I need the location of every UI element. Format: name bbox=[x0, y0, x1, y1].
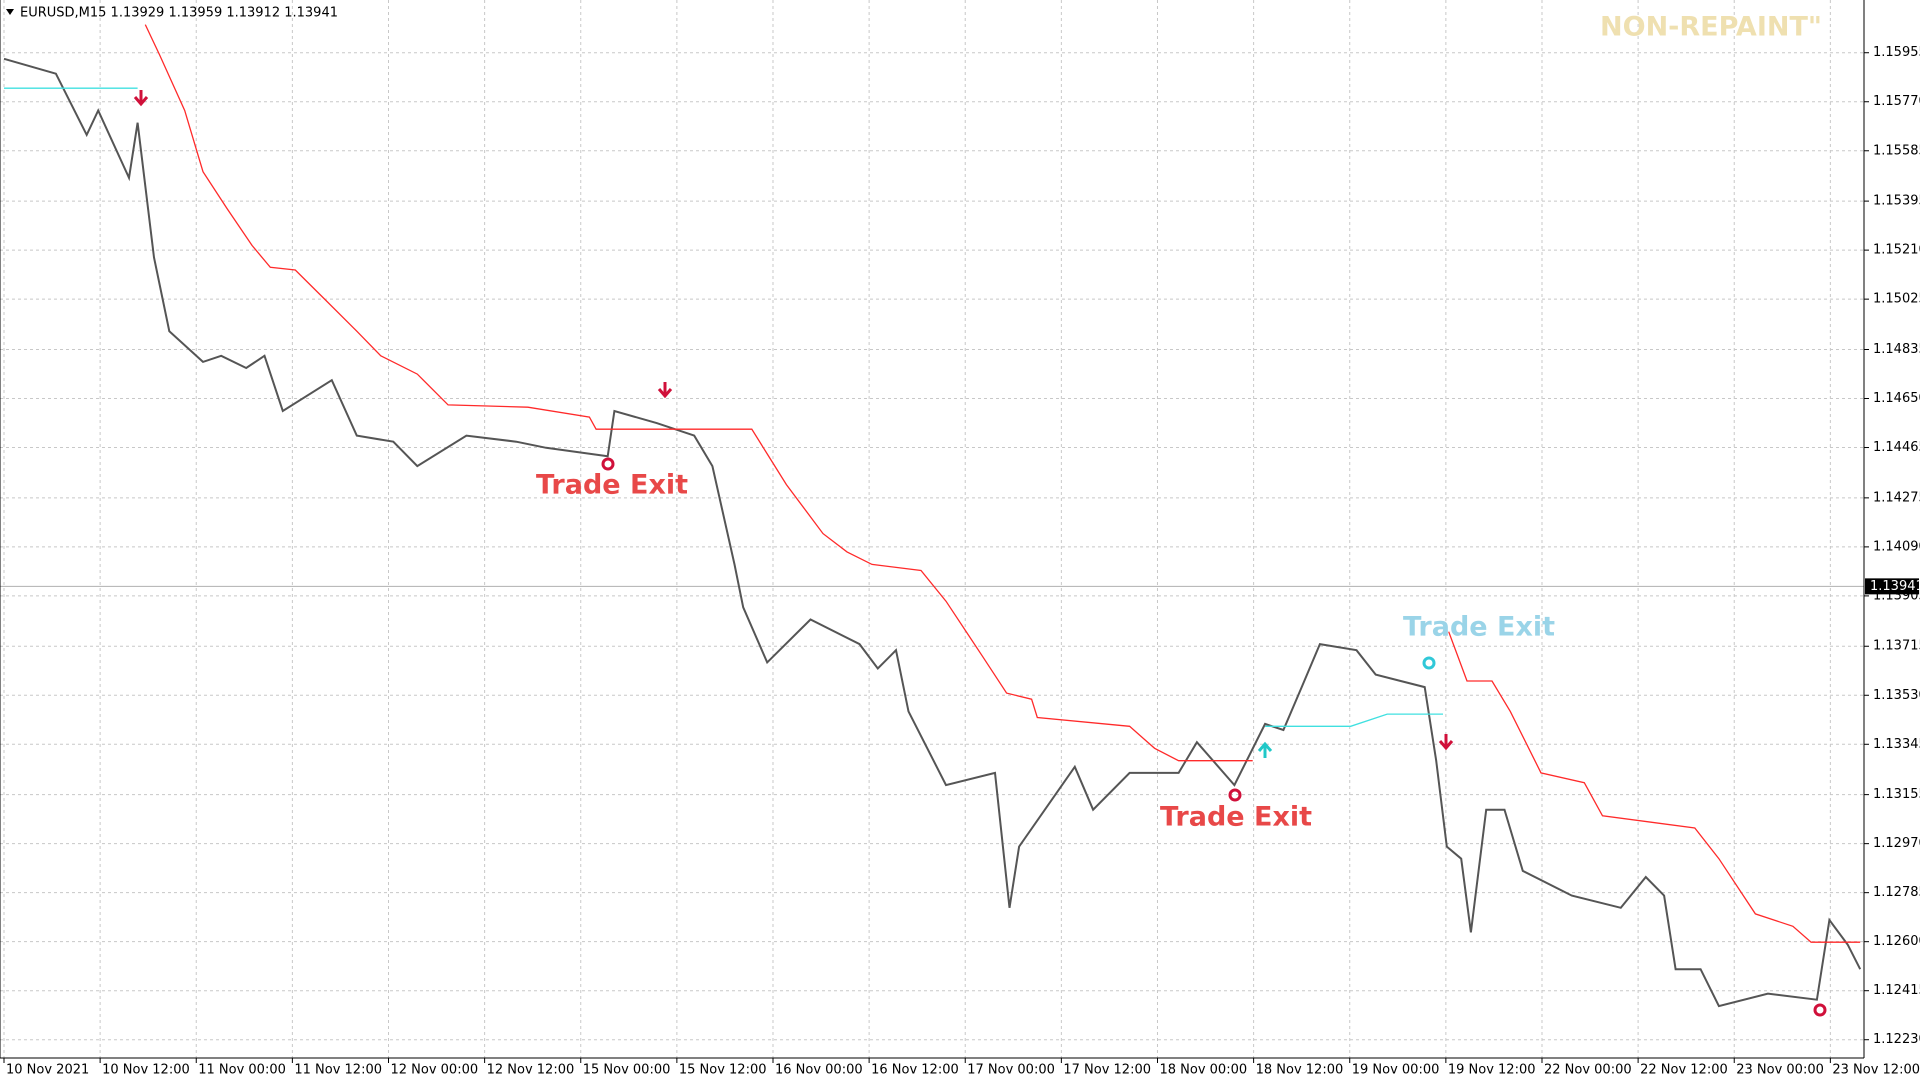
x-tick-label: 10 Nov 2021 bbox=[6, 1063, 89, 1078]
x-tick-label: 23 Nov 12:00 bbox=[1832, 1063, 1920, 1078]
series bbox=[3, 24, 1862, 1008]
y-tick-label: 1.13155 bbox=[1873, 787, 1920, 802]
y-tick-label: 1.15395 bbox=[1873, 194, 1920, 209]
y-tick-label: 1.12230 bbox=[1873, 1032, 1920, 1047]
x-tick-label: 15 Nov 12:00 bbox=[679, 1063, 767, 1078]
x-tick-label: 23 Nov 00:00 bbox=[1736, 1063, 1824, 1078]
x-tick-label: 17 Nov 00:00 bbox=[967, 1063, 1055, 1078]
x-tick-label: 16 Nov 12:00 bbox=[871, 1063, 959, 1078]
y-tick-label: 1.13530 bbox=[1873, 688, 1920, 703]
grid bbox=[0, 0, 1864, 1058]
x-tick-label: 22 Nov 12:00 bbox=[1640, 1063, 1728, 1078]
y-tick-label: 1.15955 bbox=[1873, 45, 1920, 60]
x-tick-label: 17 Nov 12:00 bbox=[1063, 1063, 1151, 1078]
x-tick-label: 18 Nov 00:00 bbox=[1159, 1063, 1247, 1078]
series-line bbox=[1448, 631, 1861, 943]
y-tick-label: 1.12600 bbox=[1873, 934, 1920, 949]
trade-exit-label: Trade Exit bbox=[1160, 802, 1312, 833]
sell-arrow bbox=[133, 90, 149, 107]
y-tick-label: 1.14090 bbox=[1873, 539, 1920, 554]
exit-marker bbox=[1422, 656, 1436, 670]
y-tick-label: 1.13345 bbox=[1873, 737, 1920, 752]
exit-marker bbox=[1813, 1003, 1827, 1017]
y-tick-label: 1.13715 bbox=[1873, 639, 1920, 654]
y-tick-label: 1.14275 bbox=[1873, 490, 1920, 505]
x-tick-label: 10 Nov 12:00 bbox=[102, 1063, 190, 1078]
y-tick-label: 1.14835 bbox=[1873, 342, 1920, 357]
series-line bbox=[1265, 713, 1443, 727]
x-tick-label: 19 Nov 00:00 bbox=[1352, 1063, 1440, 1078]
x-tick-label: 15 Nov 00:00 bbox=[583, 1063, 671, 1078]
x-tick-label: 19 Nov 12:00 bbox=[1448, 1063, 1536, 1078]
x-tick-label: 16 Nov 00:00 bbox=[775, 1063, 863, 1078]
watermark: NON-REPAINT" bbox=[1600, 12, 1822, 43]
x-tick-label: 18 Nov 12:00 bbox=[1256, 1063, 1344, 1078]
y-tick-label: 1.14650 bbox=[1873, 391, 1920, 406]
y-tick-label: 1.12415 bbox=[1873, 983, 1920, 998]
y-tick-label: 1.15210 bbox=[1873, 243, 1920, 258]
trade-exit-label: Trade Exit bbox=[1403, 612, 1555, 643]
signal-icons bbox=[133, 90, 1827, 1017]
sell-arrow bbox=[1438, 734, 1454, 751]
y-tick-label: 1.15025 bbox=[1873, 292, 1920, 307]
y-tick-label: 1.12970 bbox=[1873, 836, 1920, 851]
x-tick-label: 12 Nov 12:00 bbox=[487, 1063, 575, 1078]
exit-marker bbox=[1228, 788, 1242, 802]
symbol-header: EURUSD,M15 1.13929 1.13959 1.13912 1.139… bbox=[20, 6, 338, 21]
sell-arrow bbox=[657, 382, 673, 399]
y-tick-label: 1.15585 bbox=[1873, 143, 1920, 158]
x-tick-label: 11 Nov 12:00 bbox=[294, 1063, 382, 1078]
last-price-box bbox=[1865, 578, 1919, 595]
menu-triangle bbox=[6, 9, 14, 15]
x-tick-label: 22 Nov 00:00 bbox=[1544, 1063, 1632, 1078]
exit-marker bbox=[601, 457, 615, 471]
x-tick-label: 11 Nov 00:00 bbox=[198, 1063, 286, 1078]
x-tick-label: 12 Nov 00:00 bbox=[390, 1063, 478, 1078]
last-price-label: 1.13941 bbox=[1870, 579, 1920, 594]
y-tick-label: 1.14465 bbox=[1873, 440, 1920, 455]
buy-arrow bbox=[1257, 741, 1273, 758]
series-line bbox=[3, 57, 1862, 1008]
y-tick-label: 1.12785 bbox=[1873, 885, 1920, 900]
series-line bbox=[144, 24, 1253, 762]
trade-exit-label: Trade Exit bbox=[536, 470, 688, 501]
y-tick-label: 1.15770 bbox=[1873, 94, 1920, 109]
